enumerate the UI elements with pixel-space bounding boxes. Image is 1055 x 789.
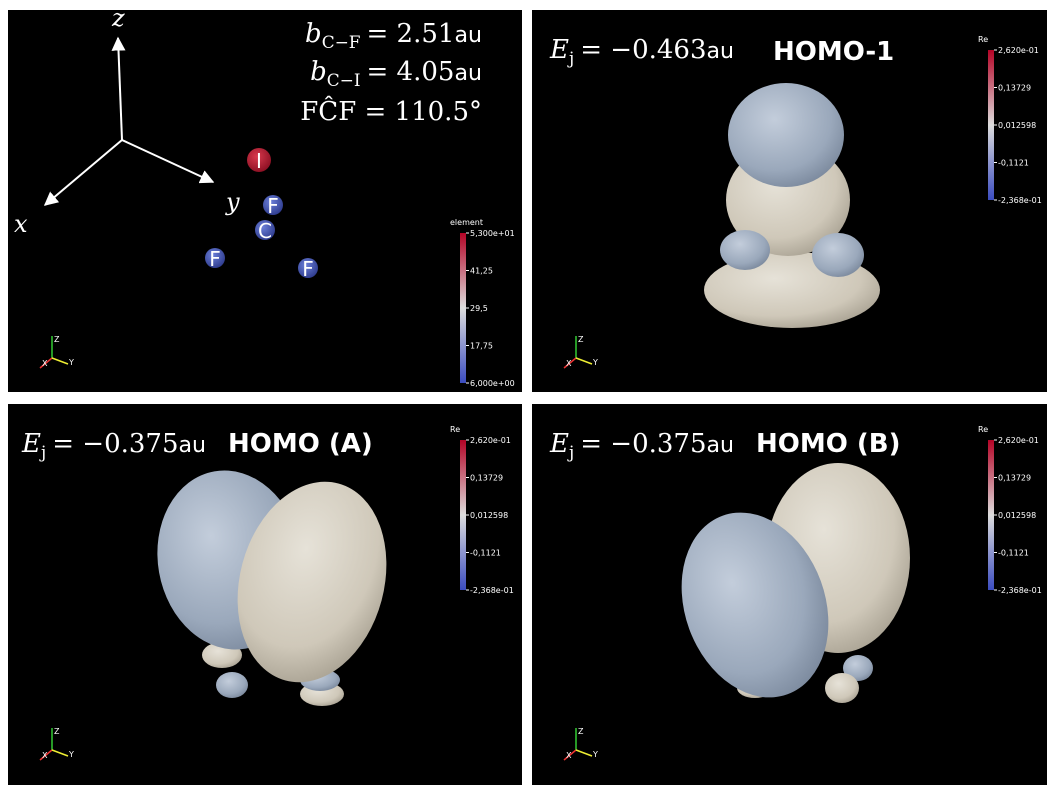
glyph-label: Z bbox=[578, 335, 584, 344]
symbol: b bbox=[305, 19, 322, 49]
atom-label: C bbox=[258, 219, 272, 243]
orbital-name: HOMO-1 bbox=[773, 37, 894, 67]
colorbar-tick-label: 0,012598 bbox=[470, 511, 508, 520]
glyph-label: Y bbox=[68, 358, 74, 367]
glyph-label: Y bbox=[592, 358, 598, 367]
colorbar-tick-label: 17,75 bbox=[470, 342, 493, 351]
colorbar-tick-label: -0,1121 bbox=[998, 159, 1029, 168]
subscript: j bbox=[567, 48, 574, 68]
orbital-lobe bbox=[812, 233, 864, 277]
colorbar-tick-label: 2,620e-01 bbox=[470, 436, 511, 445]
glyph-label: Y bbox=[592, 750, 598, 759]
orbital-lobe bbox=[728, 83, 844, 187]
unit: au bbox=[707, 38, 735, 64]
colorbar-tick-label: -2,368e-01 bbox=[998, 196, 1042, 205]
colorbar-title: element bbox=[450, 218, 483, 227]
colorbar bbox=[460, 233, 466, 383]
subscript: C−I bbox=[327, 70, 361, 90]
atom-label: F bbox=[302, 257, 314, 281]
orbital-name: HOMO (A) bbox=[228, 429, 373, 459]
colorbar-tick-label: -2,368e-01 bbox=[470, 586, 514, 595]
glyph-label: Z bbox=[54, 727, 60, 736]
orbital-lobe bbox=[825, 673, 859, 703]
value: = −0.375 bbox=[580, 429, 706, 459]
colorbar-title: Re bbox=[978, 35, 988, 44]
colorbar bbox=[988, 440, 994, 590]
subscript: j bbox=[567, 442, 574, 462]
symbol: E bbox=[21, 429, 41, 459]
glyph-label: X bbox=[42, 751, 48, 760]
orbital-lobe bbox=[720, 230, 770, 270]
colorbar-title: Re bbox=[978, 425, 988, 434]
atom-label: F bbox=[267, 194, 279, 218]
axis-label: y bbox=[225, 188, 240, 216]
subscript: j bbox=[39, 442, 46, 462]
axis-label: z bbox=[111, 4, 125, 32]
orbital-name: HOMO (B) bbox=[756, 429, 900, 459]
value: = −0.375 bbox=[52, 429, 178, 459]
glyph-label: Y bbox=[68, 750, 74, 759]
colorbar-tick-label: 0,13729 bbox=[470, 474, 503, 483]
glyph-label: Z bbox=[54, 335, 60, 344]
glyph-label: Z bbox=[578, 727, 584, 736]
value: = −0.463 bbox=[580, 35, 706, 65]
unit: au bbox=[454, 22, 482, 48]
colorbar-tick-label: 0,13729 bbox=[998, 474, 1031, 483]
colorbar-title: Re bbox=[450, 425, 460, 434]
axis-label: x bbox=[14, 210, 28, 238]
parameter: FĈF = 110.5° bbox=[300, 95, 482, 127]
unit: au bbox=[454, 60, 482, 86]
colorbar-tick-label: 5,300e+01 bbox=[470, 229, 515, 238]
subscript: C−F bbox=[322, 32, 361, 52]
colorbar-tick-label: 0,012598 bbox=[998, 121, 1036, 130]
colorbar bbox=[460, 440, 466, 590]
orbital-lobe bbox=[216, 672, 248, 698]
colorbar-tick-label: 6,000e+00 bbox=[470, 379, 515, 388]
atom-label: F bbox=[209, 247, 221, 271]
colorbar-tick-label: 2,620e-01 bbox=[998, 46, 1039, 55]
glyph-label: X bbox=[42, 359, 48, 368]
colorbar-tick-label: -0,1121 bbox=[998, 549, 1029, 558]
value: = 2.51 bbox=[367, 19, 455, 49]
unit: au bbox=[179, 432, 207, 458]
colorbar-tick-label: -2,368e-01 bbox=[998, 586, 1042, 595]
symbol: E bbox=[549, 35, 569, 65]
colorbar-tick-label: -0,1121 bbox=[470, 549, 501, 558]
colorbar bbox=[988, 50, 994, 200]
symbol: E bbox=[549, 429, 569, 459]
glyph-label: X bbox=[566, 751, 572, 760]
colorbar-tick-label: 29,5 bbox=[470, 304, 488, 313]
glyph-label: X bbox=[566, 359, 572, 368]
unit: au bbox=[707, 432, 735, 458]
colorbar-tick-label: 0,012598 bbox=[998, 511, 1036, 520]
colorbar-tick-label: 41,25 bbox=[470, 267, 493, 276]
value: = 4.05 bbox=[367, 57, 455, 87]
colorbar-tick-label: 0,13729 bbox=[998, 84, 1031, 93]
figure: zxybC−F= 2.51aubC−I= 4.05auFĈF = 110.5°I… bbox=[0, 0, 1055, 789]
colorbar-tick-label: 2,620e-01 bbox=[998, 436, 1039, 445]
atom-label: I bbox=[256, 149, 262, 173]
symbol: b bbox=[310, 57, 327, 87]
